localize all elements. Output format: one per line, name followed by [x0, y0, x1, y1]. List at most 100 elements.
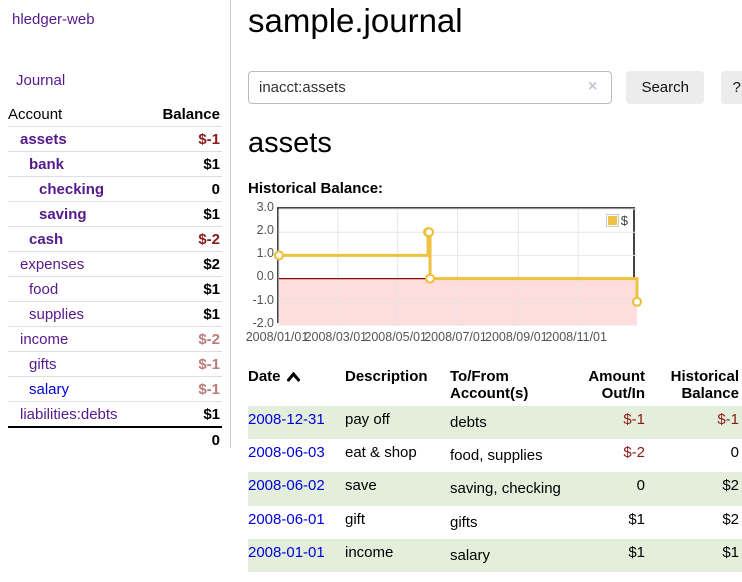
accounts-total-balance: 0 — [211, 432, 220, 449]
account-balance: $1 — [203, 306, 220, 323]
x-axis-tick-label: 2008/07/01 — [424, 329, 487, 344]
transaction-accounts: gifts — [450, 513, 478, 531]
y-axis-tick-label: -1.0 — [252, 292, 274, 307]
account-row-cash: cash $-2 — [8, 226, 222, 252]
transaction-amount: 0 — [636, 477, 645, 495]
accounts-header-balance: Balance — [162, 106, 220, 123]
account-link-supplies[interactable]: supplies — [29, 306, 85, 323]
account-link-cash[interactable]: cash — [29, 231, 64, 248]
account-balance: 0 — [211, 181, 220, 198]
transaction-accounts: salary — [450, 546, 491, 564]
search-input[interactable] — [248, 70, 612, 104]
accounts-header-account: Account — [8, 106, 63, 123]
transaction-description: gift — [345, 510, 366, 528]
account-link-liabilities-debts[interactable]: liabilities:debts — [20, 406, 118, 423]
transaction-description: income — [345, 543, 394, 561]
y-axis-tick-label: 1.0 — [256, 246, 274, 261]
account-link-saving[interactable]: saving — [39, 206, 87, 223]
clear-search-icon[interactable]: × — [588, 77, 598, 95]
sidebar: hledger-web Journal Account Balance asse… — [0, 0, 231, 449]
account-balance: $1 — [203, 281, 220, 298]
transaction-description: save — [345, 477, 377, 495]
sort-ascending-icon — [286, 369, 300, 386]
transaction-accounts: debts — [450, 413, 487, 431]
x-axis-tick-label: 2008/11/01 — [545, 329, 607, 344]
account-row-checking: checking 0 — [8, 176, 222, 202]
account-link-assets[interactable]: assets — [20, 131, 67, 148]
date-header-label: Date — [248, 367, 281, 385]
help-button[interactable]: ? — [721, 70, 742, 104]
account-row-assets: assets $-1 — [8, 126, 222, 152]
x-axis-tick-label: 2008/09/01 — [485, 329, 548, 344]
transaction-balance: $1 — [722, 543, 739, 561]
y-axis-tick-label: -2.0 — [252, 315, 274, 330]
account-balance: $1 — [203, 156, 220, 173]
account-balance: $1 — [203, 206, 220, 223]
chart-legend: $ — [603, 211, 630, 229]
chart-canvas — [273, 208, 643, 326]
transaction-amount: $-2 — [623, 444, 645, 462]
account-row-liabilities-debts: liabilities:debts $1 — [8, 401, 222, 428]
app-title-link[interactable]: hledger-web — [12, 11, 95, 28]
account-balance: $1 — [203, 406, 220, 423]
account-balance: $2 — [203, 256, 220, 273]
y-axis-tick-label: 2.0 — [256, 223, 274, 238]
transaction-date-link[interactable]: 2008-06-01 — [248, 510, 325, 528]
historical-balance-chart: $ 3.0 2.0 1.0 0.0 -1.0 -2.0 2008/01/01 2008/03/… — [246, 200, 742, 346]
account-row-bank: bank $1 — [8, 151, 222, 177]
search-button[interactable]: Search — [626, 70, 704, 104]
x-axis-tick-label: 2008/05/01 — [364, 329, 427, 344]
account-row-expenses: expenses $2 — [8, 251, 222, 277]
search-form: × Search ? — [248, 70, 742, 105]
account-balance: $-1 — [198, 356, 220, 373]
chart-plot-area: $ — [273, 206, 643, 326]
transaction-amount: $1 — [628, 543, 645, 561]
account-balance: $-1 — [198, 131, 220, 148]
column-header-tofrom: To/From Account(s) — [450, 367, 529, 402]
account-balance: $-1 — [198, 381, 220, 398]
transaction-date-link[interactable]: 2008-06-02 — [248, 477, 325, 495]
transaction-balance: $2 — [722, 510, 739, 528]
transaction-accounts: food, supplies — [450, 447, 543, 465]
account-link-bank[interactable]: bank — [29, 156, 65, 173]
column-header-amount: Amount Out/In — [588, 367, 645, 402]
transaction-amount: $-1 — [623, 410, 645, 428]
transaction-amount: $1 — [628, 510, 645, 528]
transactions-header-row: Date Description To/From Account(s) Amou… — [248, 365, 742, 406]
transaction-row: 2008-12-31 pay off debts $-1 $-1 — [248, 405, 742, 440]
transaction-row: 2008-01-01 income salary $1 $1 — [248, 538, 742, 573]
column-header-balance: Historical Balance — [670, 367, 739, 402]
page-title: sample.journal — [248, 2, 463, 39]
account-link-checking[interactable]: checking — [39, 181, 105, 198]
transaction-balance: $2 — [722, 477, 739, 495]
transaction-accounts: saving, checking — [450, 480, 561, 498]
account-link-expenses[interactable]: expenses — [20, 256, 85, 273]
main-content: sample.journal × Search ? assets Histori… — [246, 0, 742, 573]
account-link-gifts[interactable]: gifts — [29, 356, 57, 373]
account-link-salary[interactable]: salary — [29, 381, 70, 398]
x-axis-tick-label: 2008/03/01 — [304, 329, 368, 344]
legend-label: $ — [620, 212, 628, 228]
transaction-balance: 0 — [730, 444, 739, 462]
transaction-date-link[interactable]: 2008-12-31 — [248, 410, 325, 428]
account-row-gifts: gifts $-1 — [8, 351, 222, 377]
sidebar-item-journal[interactable]: Journal — [16, 72, 66, 89]
accounts-total-row: 0 — [8, 427, 222, 452]
account-link-food[interactable]: food — [29, 281, 59, 298]
y-axis-tick-label: 3.0 — [256, 199, 274, 214]
transaction-date-link[interactable]: 2008-06-03 — [248, 444, 325, 462]
account-row-supplies: supplies $1 — [8, 301, 222, 327]
chart-title: Historical Balance: — [248, 179, 384, 197]
transaction-date-link[interactable]: 2008-01-01 — [248, 543, 325, 561]
column-header-date[interactable]: Date — [248, 365, 345, 406]
account-link-income[interactable]: income — [20, 331, 69, 348]
legend-swatch-icon — [605, 213, 619, 227]
account-row-food: food $1 — [8, 276, 222, 302]
transaction-row: 2008-06-01 gift gifts $1 $2 — [248, 506, 742, 539]
account-heading: assets — [248, 126, 332, 159]
column-header-description: Description — [345, 367, 428, 385]
account-row-saving: saving $1 — [8, 201, 222, 227]
transactions-table: Date Description To/From Account(s) Amou… — [248, 365, 742, 573]
x-axis-tick-label: 2008/01/01 — [245, 329, 309, 344]
accounts-table: Account Balance assets $-1 bank $1 check… — [8, 102, 222, 452]
